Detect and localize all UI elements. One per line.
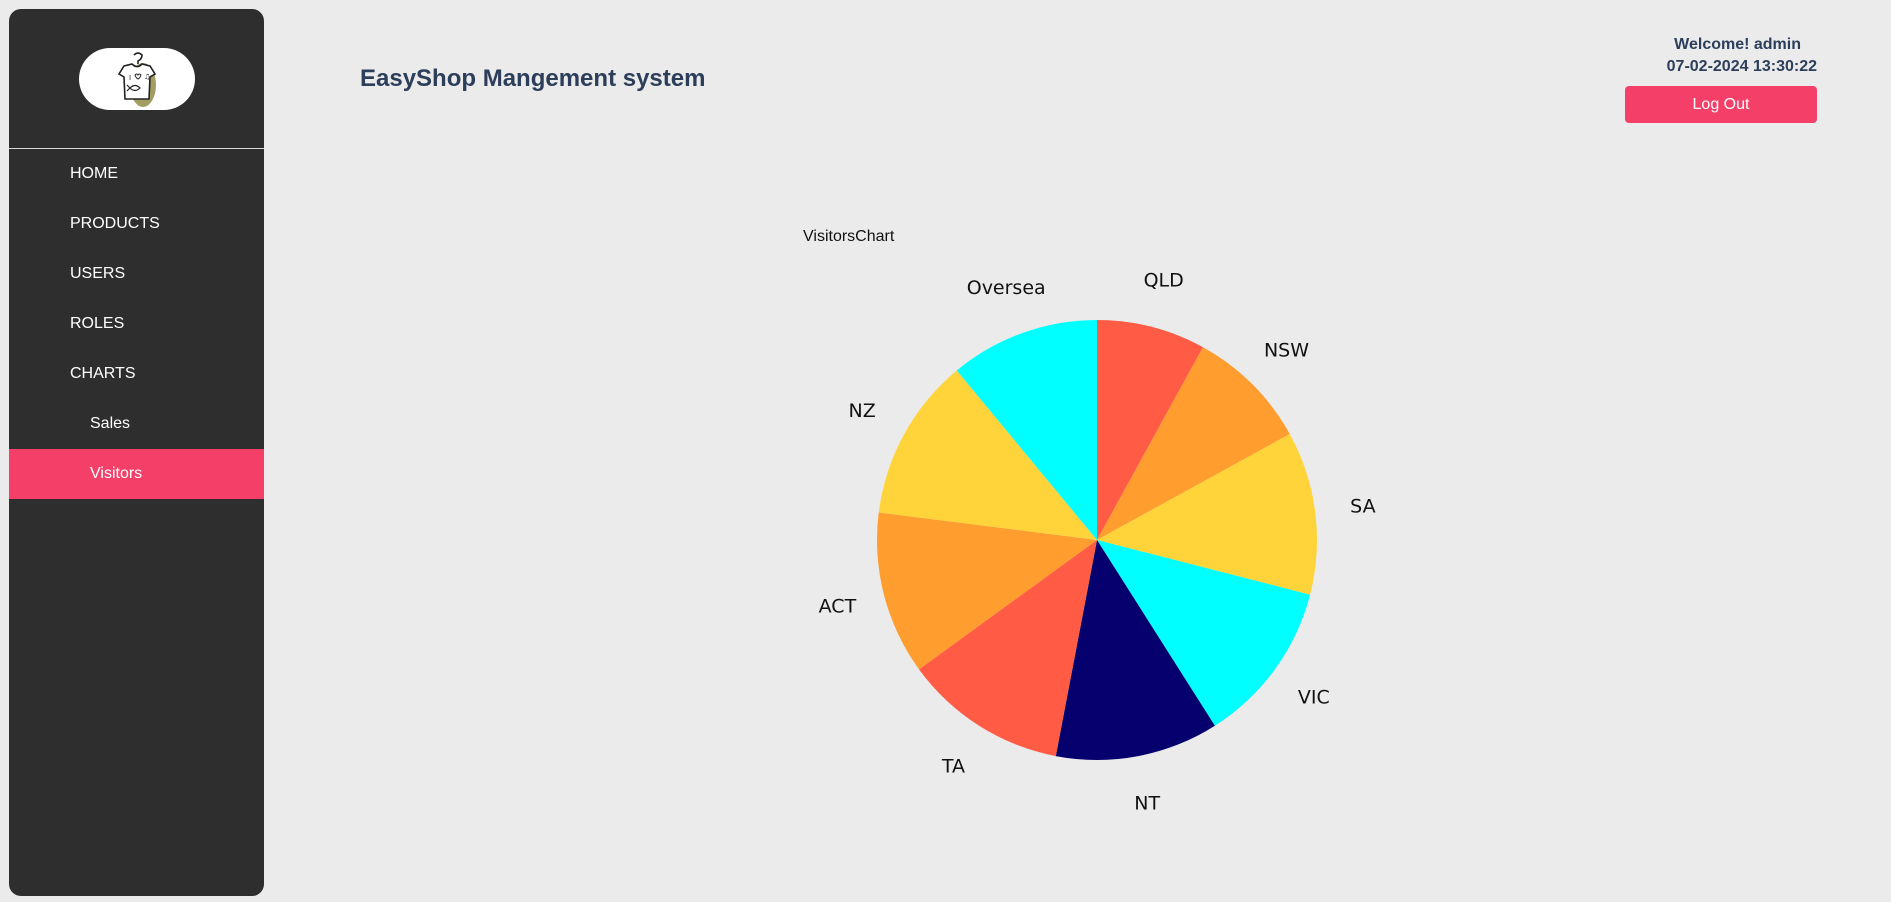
nav-charts-sales[interactable]: Sales: [9, 399, 264, 449]
nav-item-label: Sales: [90, 415, 131, 432]
pie-slice-act[interactable]: [877, 512, 1097, 670]
nav-item-label: CHARTS: [70, 365, 136, 382]
pie-slice-qld[interactable]: [1097, 320, 1203, 540]
pie-label-vic: VIC: [1298, 687, 1330, 709]
nav-products[interactable]: PRODUCTS: [9, 199, 264, 249]
visitors-pie-chart: QLD NSW SA VIC NT TA ACT NZ Oversea: [819, 270, 1376, 814]
nav-item-label: USERS: [70, 265, 126, 282]
sidebar: I ♫ HOME PRODUCTS USERS ROLES CHARTS Sales Vis…: [9, 9, 264, 896]
pie-slice-nsw[interactable]: [1097, 347, 1290, 540]
pie-slice-sa[interactable]: [1097, 434, 1317, 595]
nav-item-label: ROLES: [70, 315, 125, 332]
pie-label-nz: NZ: [849, 400, 876, 422]
pie-label-act: ACT: [819, 596, 857, 618]
pie-label-sa: SA: [1350, 495, 1375, 517]
pie-label-oversea: Oversea: [967, 277, 1046, 299]
nav-home[interactable]: HOME: [9, 149, 264, 199]
pie-slice-oversea[interactable]: [956, 320, 1097, 540]
pie-slice-ta[interactable]: [919, 540, 1097, 757]
pie-label-qld: QLD: [1144, 270, 1184, 291]
logo-area: I ♫: [9, 9, 264, 149]
svg-text:I: I: [129, 74, 131, 82]
nav-users[interactable]: USERS: [9, 249, 264, 299]
pie-label-nsw: NSW: [1264, 339, 1309, 361]
tshirt-logo-icon: I ♫: [117, 51, 156, 107]
nav-item-label: HOME: [70, 165, 118, 182]
pie-slice-nz[interactable]: [878, 370, 1097, 540]
user-info: Welcome! admin 07-02-2024 13:30:22: [1597, 34, 1817, 78]
pie-label-ta: TA: [941, 755, 965, 777]
pie-label-nt: NT: [1134, 792, 1160, 814]
svg-text:♫: ♫: [144, 73, 150, 81]
chart-title: VisitorsChart: [803, 228, 895, 245]
nav-charts[interactable]: CHARTS: [9, 349, 264, 399]
welcome-text: Welcome! admin: [1674, 36, 1801, 53]
datetime-text: 07-02-2024 13:30:22: [1666, 58, 1817, 75]
pie-slice-vic[interactable]: [1097, 540, 1311, 726]
sidebar-nav: HOME PRODUCTS USERS ROLES CHARTS Sales Visitor…: [9, 149, 264, 499]
nav-roles[interactable]: ROLES: [9, 299, 264, 349]
nav-charts-visitors[interactable]: Visitors: [9, 449, 264, 499]
logo[interactable]: I ♫: [78, 47, 195, 110]
nav-item-label: PRODUCTS: [70, 215, 160, 232]
pie-slice-nt[interactable]: [1055, 540, 1215, 760]
logout-button[interactable]: Log Out: [1625, 86, 1817, 123]
nav-item-label: Visitors: [90, 465, 143, 482]
app-title: EasyShop Mangement system: [360, 65, 706, 92]
